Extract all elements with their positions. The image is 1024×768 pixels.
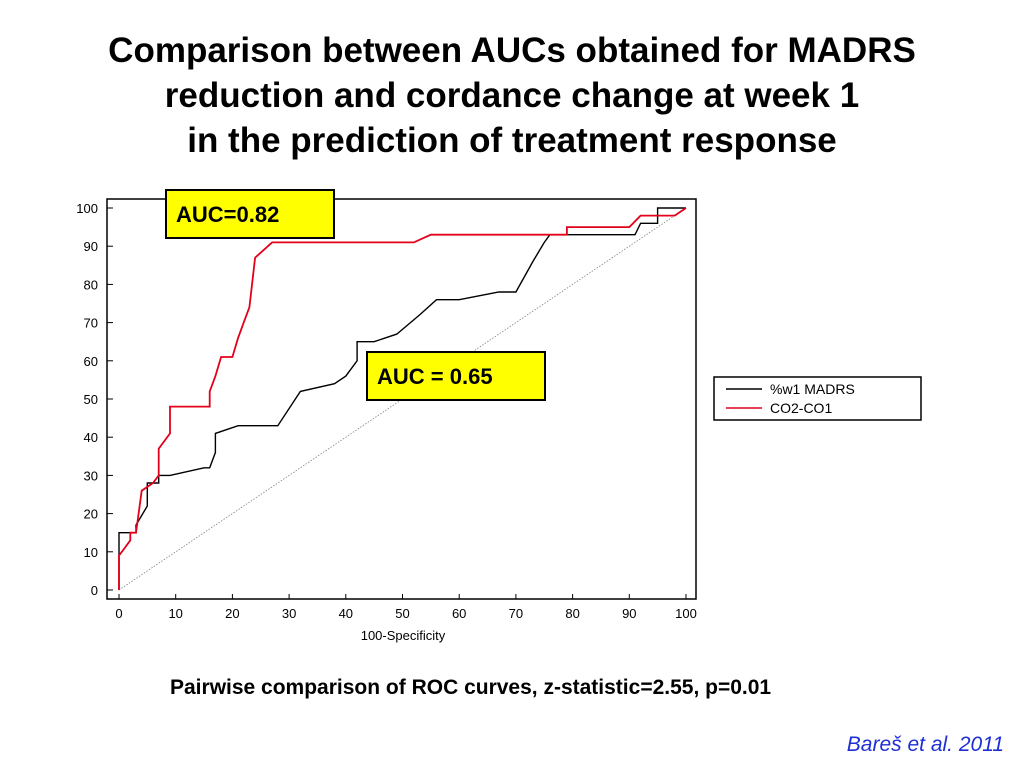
- y-tick-label: 80: [84, 277, 98, 292]
- x-tick-label: 90: [622, 606, 636, 621]
- roc-chart: 0 10 20 30 40 50 60 70 80 90 100 0 10 20 30 40 50 60 70 80…: [76, 189, 922, 643]
- x-tick-label: 70: [509, 606, 523, 621]
- y-axis: 0 10 20 30 40 50 60 70 80 90 100: [76, 201, 113, 598]
- pairwise-comparison-note: Pairwise comparison of ROC curves, z-sta…: [170, 676, 772, 699]
- x-tick-label: 100: [675, 606, 697, 621]
- madrs-roc-line: [118, 207, 686, 590]
- legend-box: [713, 376, 922, 421]
- y-tick-label: 100: [76, 201, 98, 216]
- y-tick-label: 50: [84, 392, 98, 407]
- x-axis: 0 10 20 30 40 50 60 70 80 90 100: [115, 594, 697, 621]
- y-tick-label: 90: [84, 239, 98, 254]
- x-axis-label: 100-Specificity: [361, 628, 446, 643]
- auc-box-cordance: AUC=0.82: [165, 189, 335, 239]
- y-tick-label: 0: [91, 583, 98, 598]
- x-tick-label: 10: [168, 606, 182, 621]
- legend-label-cordance: CO2-CO1: [770, 400, 832, 416]
- auc-box-cordance-bg: [165, 189, 335, 239]
- y-tick-label: 20: [84, 507, 98, 522]
- x-tick-label: 30: [282, 606, 296, 621]
- auc-box-madrs: AUC = 0.65: [366, 351, 546, 401]
- x-tick-label: 0: [115, 606, 122, 621]
- x-tick-label: 80: [565, 606, 579, 621]
- y-tick-label: 60: [84, 354, 98, 369]
- y-tick-label: 70: [84, 316, 98, 331]
- legend: %w1 MADRS CO2-CO1: [713, 376, 922, 421]
- auc-label-cordance: AUC=0.82: [176, 202, 279, 227]
- y-tick-label: 30: [84, 468, 98, 483]
- y-tick-label: 40: [84, 430, 98, 445]
- legend-label-madrs: %w1 MADRS: [770, 381, 855, 397]
- slide-title: Comparison between AUCs obtained for MAD…: [108, 31, 916, 160]
- cordance-roc-line: [118, 207, 687, 590]
- roc-lines: [118, 207, 687, 591]
- x-tick-label: 20: [225, 606, 239, 621]
- auc-label-madrs: AUC = 0.65: [377, 364, 493, 389]
- x-tick-label: 50: [395, 606, 409, 621]
- x-tick-label: 40: [339, 606, 353, 621]
- x-tick-label: 60: [452, 606, 466, 621]
- citation: Bareš et al. 2011: [846, 733, 1004, 756]
- auc-box-madrs-bg: [366, 351, 546, 401]
- y-tick-label: 10: [84, 545, 98, 560]
